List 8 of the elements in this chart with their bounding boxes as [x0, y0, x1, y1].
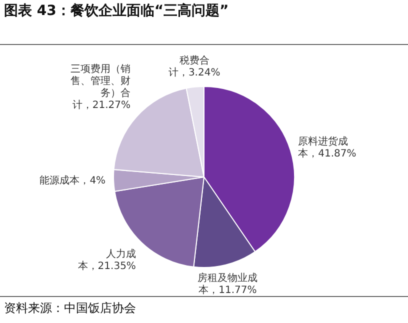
text: 资料来源：中国饭店协会 — [4, 300, 136, 317]
chart-title: 图表 43：餐饮企业面临“三高问题” — [4, 2, 229, 20]
slice-label: 税费合计，3.24% — [168, 54, 220, 79]
slice-label: 原料进货成本，41.87% — [298, 135, 356, 160]
slice-label: 三项费用（销售、管理、财务）合计，21.27% — [70, 63, 130, 112]
slice-label: 人力成本，21.35% — [78, 248, 136, 272]
slice-label: 房租及物业成本，11.77% — [198, 272, 258, 296]
slice-label: 能源成本，4% — [40, 174, 106, 186]
